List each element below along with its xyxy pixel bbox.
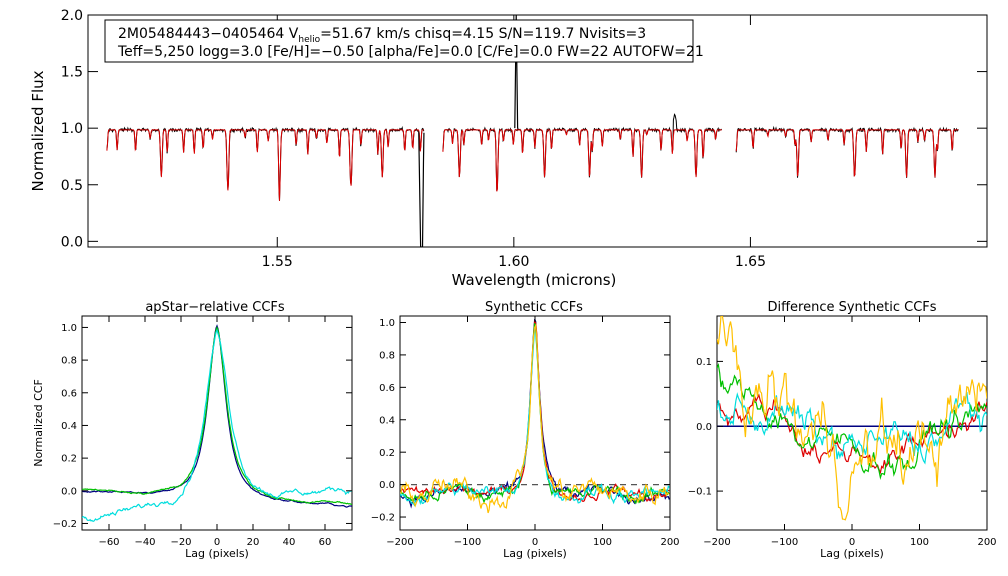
synthetic-ccf-y-tick-label: 1.0 bbox=[379, 318, 395, 329]
difference-ccf-x-tick-label: 200 bbox=[977, 537, 996, 548]
spectrum-model-line bbox=[106, 129, 424, 201]
synthetic-ccf-y-tick-label: 0.8 bbox=[379, 351, 395, 362]
apstar-ccf-y-label: Normalized CCF bbox=[32, 379, 45, 467]
apstar-ccf-x-tick-label: −40 bbox=[134, 537, 155, 548]
apstar-ccf-plot-area bbox=[82, 324, 352, 522]
apstar-ccf-x-tick-label: 60 bbox=[319, 537, 332, 548]
apstar-ccf-3-line bbox=[82, 328, 352, 522]
synthetic-ccf-panel: Synthetic CCFs −200 −100 0 100 200 −0.2 0.0 0.2… bbox=[371, 300, 680, 560]
difference-ccf-x-tick-label: 0 bbox=[849, 537, 855, 548]
info-line-1-pre: 2M05484443−0405464 V bbox=[118, 26, 299, 42]
apstar-ccf-panel: apStar−relative CCFs −60 −40 −20 0 20 40 60 −0.… bbox=[32, 300, 353, 560]
spectrum-model-line bbox=[735, 129, 959, 178]
spectrum-x-tick-label: 1.65 bbox=[735, 254, 766, 270]
synthetic-ccf-x-tick-label: 200 bbox=[660, 537, 679, 548]
apstar-ccf-y-tick-label: 0.2 bbox=[61, 454, 77, 465]
info-box bbox=[104, 19, 694, 63]
synthetic-ccf-cyan-line bbox=[400, 326, 670, 507]
apstar-ccf-x-tick-label: −60 bbox=[98, 537, 119, 548]
spectrum-frame bbox=[87, 14, 988, 248]
difference-ccf-title: Difference Synthetic CCFs bbox=[767, 300, 936, 315]
synthetic-ccf-x-tick-label: 100 bbox=[593, 537, 612, 548]
synthetic-ccf-y-tick-label: 0.4 bbox=[379, 415, 395, 426]
synthetic-ccf-y-tick-label: 0.6 bbox=[379, 383, 395, 394]
spectrum-plot-area bbox=[106, 15, 959, 247]
spectrum-y-tick-label: 2.0 bbox=[61, 8, 83, 24]
synthetic-ccf-x-tick-label: −200 bbox=[386, 537, 413, 548]
info-line-1-post: =51.67 km/s chisq=4.15 S/N=119.7 Nvisits… bbox=[320, 26, 646, 42]
synthetic-ccf-title: Synthetic CCFs bbox=[485, 300, 583, 315]
synthetic-ccf-frame bbox=[399, 315, 671, 531]
difference-ccf-x-label: Lag (pixels) bbox=[820, 547, 884, 560]
spectrum-x-tick-label: 1.60 bbox=[498, 254, 529, 270]
difference-diff-gold-line bbox=[717, 316, 987, 521]
apstar-ccf-y-tick-label: 0.0 bbox=[61, 486, 77, 497]
apstar-ccf-y-tick-label: 1.0 bbox=[61, 323, 77, 334]
apstar-ccf-y-tick-label: 0.8 bbox=[61, 356, 77, 367]
apstar-ccf-y-tick-label: 0.6 bbox=[61, 388, 77, 399]
apstar-ccf-1-line bbox=[82, 324, 352, 508]
difference-diff-green-line bbox=[717, 362, 987, 480]
difference-diff-cyan-line bbox=[717, 391, 987, 465]
difference-ccf-axes: −200 −100 0 100 200 −0.1 0.0 0.1 bbox=[688, 316, 997, 548]
difference-ccf-x-tick-label: 100 bbox=[910, 537, 929, 548]
apstar-ccf-frame bbox=[81, 315, 353, 531]
spectrum-y-tick-label: 1.0 bbox=[61, 121, 83, 137]
spectrum-panel: 1.55 1.60 1.65 0.0 0.5 1.0 1.5 2.0 Normalized F… bbox=[29, 8, 988, 289]
apstar-ccf-x-tick-label: 0 bbox=[214, 537, 220, 548]
difference-ccf-x-tick-label: −100 bbox=[771, 537, 798, 548]
synthetic-ccf-x-label: Lag (pixels) bbox=[503, 547, 567, 560]
synthetic-ccf-y-tick-label: 0.2 bbox=[379, 448, 395, 459]
spectrum-y-label: Normalized Flux bbox=[29, 70, 47, 191]
difference-ccf-y-tick-label: −0.1 bbox=[688, 487, 712, 498]
spectrum-model-line bbox=[442, 128, 722, 192]
synthetic-ccf-x-tick-label: −100 bbox=[454, 537, 481, 548]
spectrum-y-tick-label: 0.5 bbox=[61, 178, 83, 194]
difference-ccf-panel: Difference Synthetic CCFs −200 −100 0 100 20… bbox=[688, 300, 997, 560]
synthetic-ccf-axes: −200 −100 0 100 200 −0.2 0.0 0.2 0.4 0.6 0.8 1.0 bbox=[371, 316, 680, 548]
apstar-ccf-x-label: Lag (pixels) bbox=[185, 547, 249, 560]
spectrum-y-tick-label: 0.0 bbox=[61, 234, 83, 250]
spectrum-telluric-drop bbox=[418, 131, 425, 247]
synthetic-ccf-y-tick-label: −0.2 bbox=[371, 513, 395, 524]
spectrum-observed-line bbox=[106, 125, 425, 201]
apstar-ccf-x-tick-label: 40 bbox=[283, 537, 296, 548]
spectrum-y-tick-label: 1.5 bbox=[61, 65, 83, 81]
synthetic-ccf-y-tick-label: 0.0 bbox=[379, 480, 395, 491]
spectrum-emission-spike bbox=[514, 15, 519, 129]
apstar-ccf-x-tick-label: −20 bbox=[170, 537, 191, 548]
spectrum-axes: 1.55 1.60 1.65 0.0 0.5 1.0 1.5 2.0 bbox=[61, 8, 987, 270]
synthetic-ccf-x-tick-label: 0 bbox=[532, 537, 538, 548]
info-line-1-sub: helio bbox=[298, 35, 320, 45]
spectrum-observed-line bbox=[442, 113, 723, 191]
synthetic-ccf-navy-line bbox=[400, 318, 670, 509]
synthetic-ccf-green-line bbox=[400, 323, 670, 504]
apstar-ccf-title: apStar−relative CCFs bbox=[145, 300, 285, 315]
spectrum-x-label: Wavelength (microns) bbox=[452, 271, 617, 289]
apstar-ccf-axes: −60 −40 −20 0 20 40 60 −0.2 0.0 0.2 0.4 0.6 0.8 1.0 bbox=[53, 316, 352, 548]
difference-ccf-x-tick-label: −200 bbox=[703, 537, 730, 548]
spectrum-x-tick-label: 1.55 bbox=[262, 254, 293, 270]
apstar-ccf-y-tick-label: −0.2 bbox=[53, 519, 77, 530]
synthetic-ccf-gold-line bbox=[400, 323, 670, 514]
synthetic-ccf-plot-area bbox=[400, 318, 670, 514]
info-line-2: Teff=5,250 logg=3.0 [Fe/H]=−0.50 [alpha/… bbox=[117, 44, 704, 60]
difference-diff-red-line bbox=[717, 393, 987, 475]
difference-ccf-y-tick-label: 0.0 bbox=[696, 422, 712, 433]
difference-ccf-y-tick-label: 0.1 bbox=[696, 357, 712, 368]
synthetic-ccf-red-line bbox=[400, 320, 670, 503]
apstar-ccf-2-line bbox=[82, 325, 352, 505]
apstar-ccf-y-tick-label: 0.4 bbox=[61, 421, 77, 432]
info-line-1: 2M05484443−0405464 Vhelio=51.67 km/s chi… bbox=[118, 26, 646, 45]
difference-ccf-plot-area bbox=[717, 316, 987, 521]
apstar-ccf-x-tick-label: 20 bbox=[247, 537, 260, 548]
